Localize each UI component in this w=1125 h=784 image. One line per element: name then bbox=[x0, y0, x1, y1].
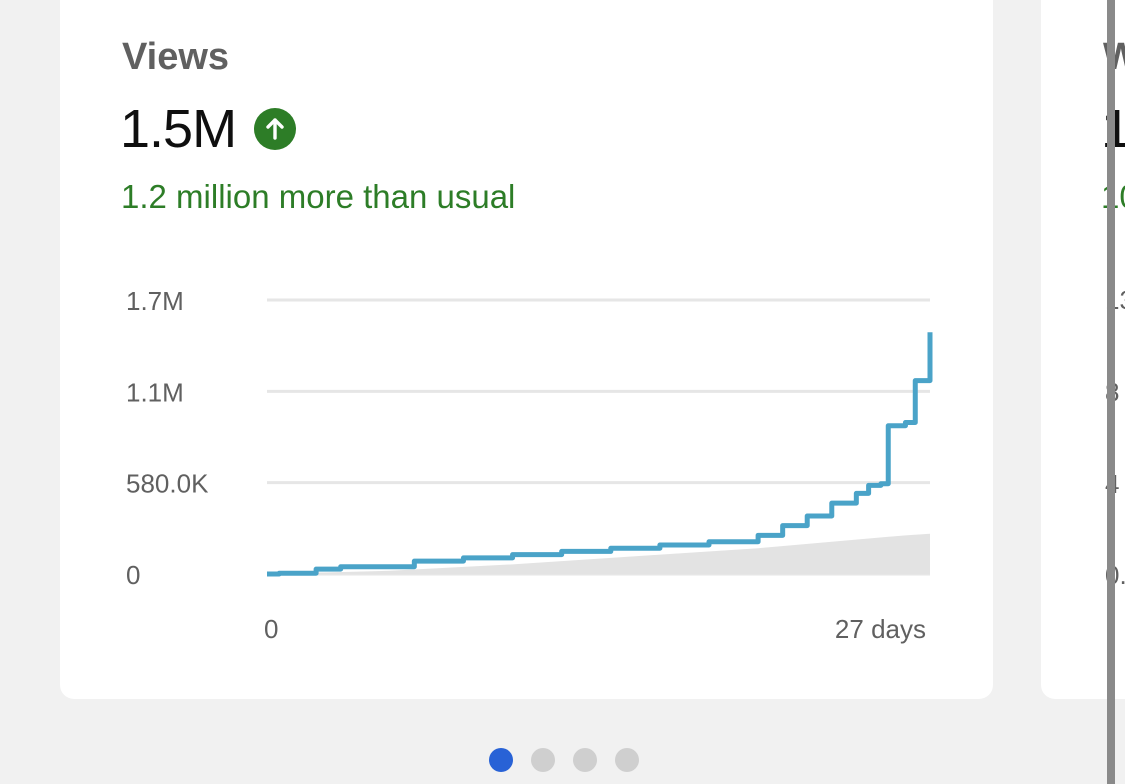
y-tick-label: 580.0K bbox=[126, 469, 209, 499]
page-dot[interactable] bbox=[615, 748, 639, 772]
y-tick-label: 0 bbox=[126, 560, 140, 590]
typical-range-area bbox=[267, 533, 930, 574]
metric-value: 1.5M bbox=[120, 99, 237, 159]
page-dot[interactable] bbox=[489, 748, 513, 772]
views-line-chart[interactable]: 1.7M 1.1M 580.0K 0 0 27 days bbox=[60, 0, 993, 699]
y-tick-label: 1.1M bbox=[126, 377, 184, 407]
x-tick-label: 0 bbox=[264, 614, 278, 644]
y-tick-label: 1.7M bbox=[126, 286, 184, 316]
comparison-text: 1.2 million more than usual bbox=[121, 178, 516, 215]
page-dot[interactable] bbox=[531, 748, 555, 772]
arrow-up-circle-icon bbox=[254, 108, 297, 150]
metric-row: 1.5M bbox=[120, 98, 297, 160]
page-dot[interactable] bbox=[573, 748, 597, 772]
scroll-edge-bar bbox=[1107, 0, 1115, 784]
pagination-dots bbox=[489, 748, 639, 772]
x-tick-label: 27 days bbox=[835, 614, 926, 644]
views-series-line bbox=[267, 332, 933, 577]
card-title: Views bbox=[122, 36, 230, 78]
views-card[interactable]: Views 1.5M 1.2 million more than usual 1… bbox=[60, 0, 993, 699]
